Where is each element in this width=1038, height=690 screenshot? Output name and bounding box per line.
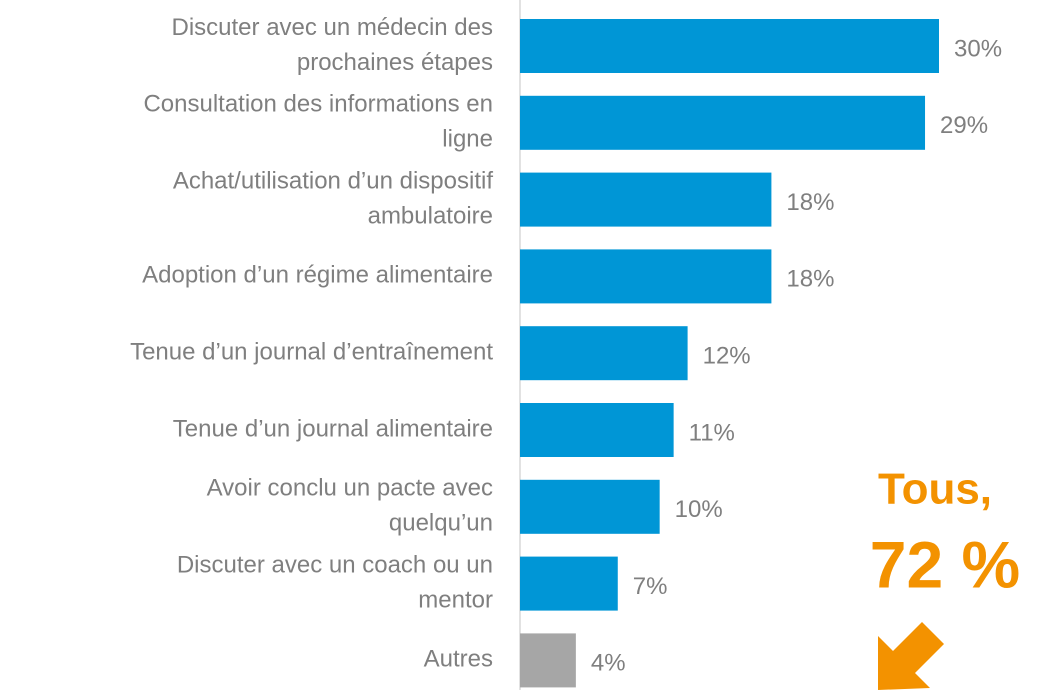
y-tick-label: Achat/utilisation d’un dispositif: [173, 167, 494, 194]
bar: [520, 172, 772, 227]
bar: [520, 479, 660, 534]
y-tick-label: ligne: [442, 126, 493, 153]
y-tick-label: prochaines étapes: [297, 49, 493, 76]
arrow: [878, 622, 944, 690]
y-tick-label: Adoption d’un régime alimentaire: [142, 262, 493, 289]
y-tick-label: quelqu’un: [389, 510, 493, 537]
value-label: 7%: [633, 573, 668, 600]
value-label: 29%: [940, 112, 988, 139]
value-label: 4%: [591, 650, 626, 677]
y-tick-label: Autres: [424, 646, 493, 673]
value-label: 12%: [703, 343, 751, 370]
bar: [520, 403, 674, 457]
bar: [520, 249, 772, 304]
y-tick-label: Discuter avec un médecin des: [172, 14, 494, 41]
y-tick-label: ambulatoire: [368, 202, 493, 229]
y-tick-label: Avoir conclu un pacte avec: [207, 475, 493, 502]
y-tick-label: Discuter avec un coach ou un: [177, 551, 493, 578]
annotation: 72 %: [870, 527, 1020, 601]
value-label: 30%: [954, 35, 1002, 62]
value-label: 10%: [675, 496, 723, 523]
value-label: 11%: [689, 419, 735, 446]
bar: [520, 95, 926, 150]
annotation: Tous,: [878, 465, 992, 514]
y-tick-label: Consultation des informations en: [143, 91, 493, 118]
y-tick-label: Tenue d’un journal alimentaire: [173, 415, 493, 442]
bar: [520, 19, 939, 73]
y-tick-label: Tenue d’un journal d’entraînement: [130, 339, 493, 366]
value-label: 18%: [786, 266, 834, 293]
bar: [520, 326, 688, 381]
bar: [520, 556, 618, 611]
y-tick-label: mentor: [418, 586, 493, 613]
value-label: 18%: [786, 189, 834, 216]
bar: [520, 633, 576, 688]
